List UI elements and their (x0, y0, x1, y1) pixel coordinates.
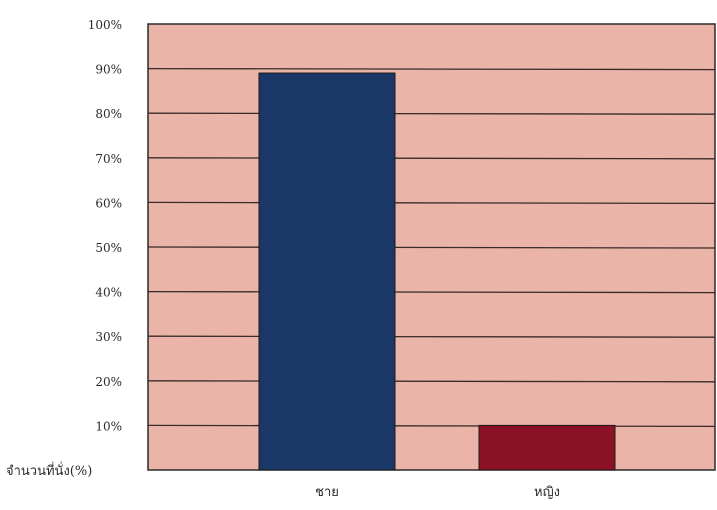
bar-male (258, 72, 396, 471)
y-tick-label: 40% (95, 286, 122, 300)
x-tick-labels: ชาย หญิง (315, 485, 560, 500)
gridline (147, 424, 716, 428)
y-tick-label: 50% (95, 241, 122, 255)
gridline (147, 201, 716, 205)
x-tick-label: หญิง (534, 485, 560, 500)
gridline (147, 112, 716, 115)
y-tick-label: 70% (95, 152, 122, 166)
bars (258, 72, 616, 471)
x-tick-label: ชาย (315, 485, 339, 500)
y-tick-label: 90% (95, 63, 122, 77)
y-tick-label: 20% (95, 375, 122, 389)
gridline (147, 290, 716, 294)
bar-female (478, 424, 616, 471)
y-tick-label: 10% (95, 419, 122, 433)
gridlines (147, 67, 716, 428)
gridline (147, 246, 716, 249)
gridline (147, 335, 716, 338)
y-tick-label: 30% (95, 330, 122, 344)
y-tick-labels: 10% 20% 30% 40% 50% 60% 70% 80% 90% 100% (88, 18, 122, 433)
gridline (147, 157, 716, 160)
y-tick-label: 80% (95, 107, 122, 121)
gridline (147, 67, 716, 71)
y-axis-title: จำนวนที่นั่ง(%) (6, 462, 92, 479)
y-tick-label: 100% (88, 18, 122, 32)
y-tick-label: 60% (95, 196, 122, 210)
gridline (147, 380, 716, 383)
